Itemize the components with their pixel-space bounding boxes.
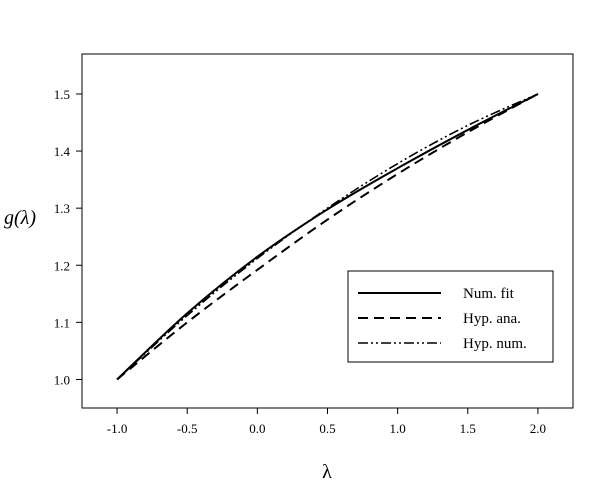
y-tick-label: 1.3: [54, 201, 70, 216]
x-tick-label: -1.0: [107, 421, 128, 436]
y-tick-label: 1.4: [54, 144, 71, 159]
x-tick-label: 0.0: [249, 421, 265, 436]
x-axis-title: λ: [322, 461, 332, 483]
x-tick-label: -0.5: [177, 421, 198, 436]
x-tick-label: 1.0: [390, 421, 406, 436]
y-axis-ticks: 1.0 1.1 1.2 1.3 1.4 1.5: [54, 87, 82, 387]
y-tick-label: 1.1: [54, 315, 70, 330]
y-axis-title: g(λ): [4, 207, 36, 229]
x-tick-label: 1.5: [460, 421, 476, 436]
x-axis-ticks: -1.0 -0.5 0.0 0.5 1.0 1.5 2.0: [107, 408, 546, 436]
legend-label-hyp-ana: Hyp. ana.: [463, 311, 521, 327]
y-tick-label: 1.2: [54, 258, 70, 273]
legend: Num. fit Hyp. ana. Hyp. num.: [347, 270, 554, 363]
legend-box: [347, 270, 554, 363]
legend-label-hyp-num: Hyp. num.: [463, 336, 527, 352]
series-line-2: [116, 93, 539, 381]
series-layer: [116, 93, 539, 381]
legend-label-num-fit: Num. fit: [463, 286, 515, 302]
y-tick-label: 1.0: [54, 372, 70, 387]
series-line-0: [116, 93, 539, 381]
x-tick-label: 0.5: [319, 421, 335, 436]
x-tick-label: 2.0: [530, 421, 546, 436]
y-tick-label: 1.5: [54, 87, 70, 102]
series-line-1: [116, 93, 539, 381]
